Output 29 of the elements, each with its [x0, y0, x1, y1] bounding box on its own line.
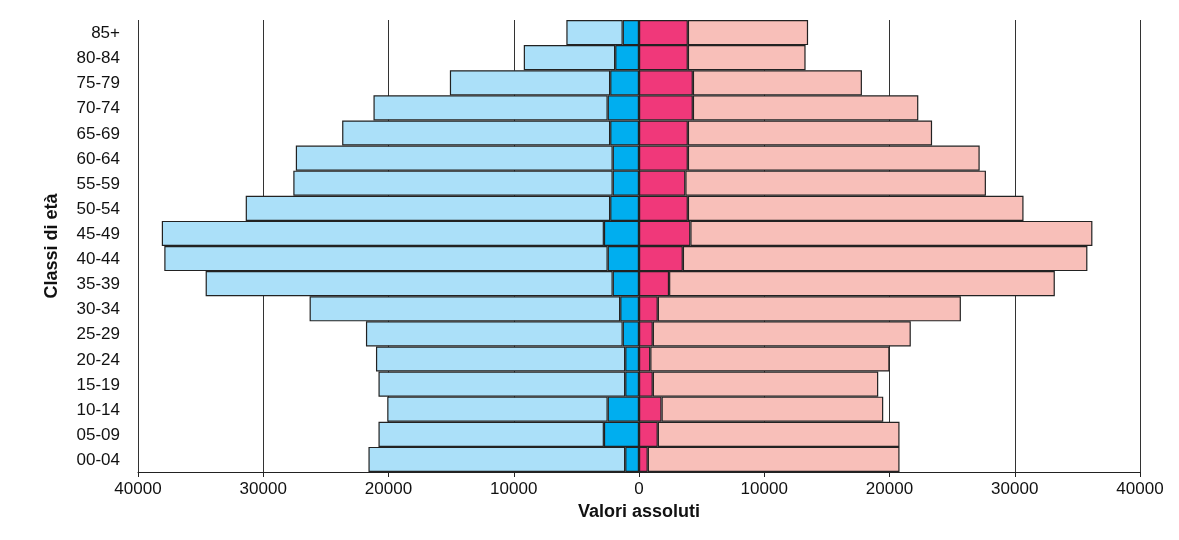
x-tick-label: 40000 [1116, 479, 1164, 498]
x-tick-label: 10000 [740, 479, 788, 498]
y-tick-label: 30-34 [76, 299, 120, 319]
x-tick-label: 10000 [490, 479, 538, 498]
y-tick-label: 45-49 [76, 223, 120, 243]
x-tick-label: 20000 [364, 479, 413, 498]
y-tick-label: 35-39 [76, 274, 120, 294]
y-tick-label: 80-84 [76, 48, 120, 68]
y-tick-label: 25-29 [76, 324, 120, 344]
y-tick-label: 15-19 [76, 374, 120, 394]
x-tick-label: 30000 [239, 479, 287, 498]
x-tick-label: 40000 [114, 479, 162, 498]
y-tick-label: 55-59 [76, 173, 120, 193]
x-tick-label: 0 [634, 479, 644, 498]
y-tick-label: 40-44 [76, 249, 120, 269]
y-tick-label: 00-04 [76, 449, 120, 469]
y-tick-label: 10-14 [76, 399, 120, 419]
y-tick-label: 65-69 [76, 123, 120, 143]
y-tick-label: 20-24 [76, 349, 120, 369]
y-axis-title: Classi di età [41, 192, 61, 299]
y-tick-label: 70-74 [76, 98, 120, 118]
x-tick-label: 30000 [991, 479, 1039, 498]
x-tick-label: 20000 [865, 479, 914, 498]
y-tick-label: 85+ [91, 23, 121, 43]
y-tick-label: 05-09 [76, 424, 120, 444]
x-axis-title: Valori assoluti [577, 501, 701, 521]
y-tick-label: 75-79 [76, 73, 120, 93]
y-tick-label: 60-64 [76, 148, 120, 168]
y-tick-label: 50-54 [76, 198, 120, 218]
